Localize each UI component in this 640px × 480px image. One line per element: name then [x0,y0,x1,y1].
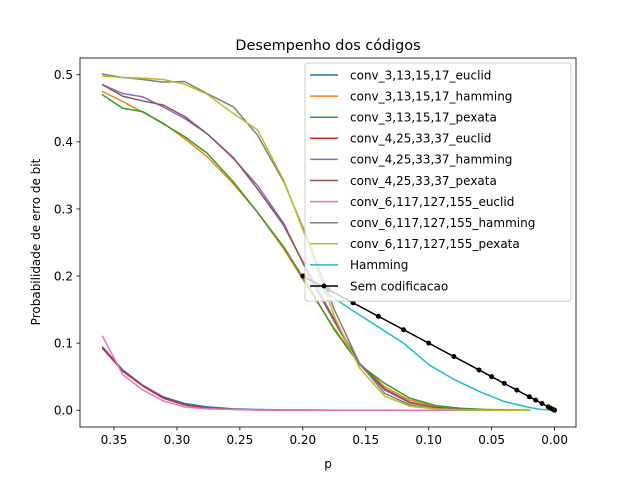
legend-label-10: Sem codificacao [350,279,448,293]
legend-label-4: conv_4,25,33,37_hamming [350,153,512,167]
series-point-10-9 [501,380,507,386]
legend-label-6: conv_6,117,127,155_euclid [350,195,514,209]
x-tick-label-6: 0.05 [478,433,505,447]
y-tick-label-1: 0.1 [54,336,73,350]
x-axis-label: p [324,457,332,471]
x-tick-label-5: 0.10 [415,433,442,447]
y-tick-label-2: 0.2 [54,269,73,283]
x-tick-label-1: 0.30 [164,433,191,447]
x-tick-label-0: 0.35 [101,433,128,447]
series-point-10-4 [401,327,407,333]
y-tick-label-0: 0.0 [54,404,73,418]
y-tick-label-3: 0.3 [54,202,73,216]
legend-label-7: conv_6,117,127,155_hamming [350,216,535,230]
x-tick-label-3: 0.20 [289,433,316,447]
legend-label-9: Hamming [350,258,408,272]
series-point-10-0 [300,273,306,279]
series-point-10-3 [375,313,381,319]
series-point-10-13 [539,401,545,407]
chart-title: Desempenho dos códigos [235,38,420,54]
legend-label-2: conv_3,13,15,17_pexata [350,111,497,125]
axes-layer: 0.35 0.30 0.25 0.20 0.15 0.10 0.05 0.00 0.0 0.1 0.… [54,57,577,447]
series-point-10-7 [476,367,482,373]
legend-box [304,62,572,302]
legend-label-5: conv_4,25,33,37_pexata [350,174,497,188]
y-tick-label-5: 0.5 [54,68,73,82]
series-point-10-17 [552,407,558,413]
x-tick-label-7: 0.00 [541,433,568,447]
series-point-10-5 [426,340,432,346]
series-point-10-10 [514,387,520,393]
y-axis-label: Probabilidade de erro de bit [29,158,43,325]
legend-marker-10 [321,283,327,289]
series-point-10-11 [526,394,532,400]
x-tick-label-4: 0.15 [352,433,379,447]
series-line-9 [301,275,556,412]
legend-label-0: conv_3,13,15,17_euclid [350,68,491,82]
legend-label-1: conv_3,13,15,17_hamming [350,89,512,103]
legend-label-8: conv_6,117,127,155_pexata [350,237,520,251]
y-tick-label-4: 0.4 [54,135,73,149]
series-point-10-2 [350,300,356,306]
legend-label-3: conv_4,25,33,37_euclid [350,132,491,146]
x-tick-label-2: 0.25 [227,433,254,447]
series-point-10-12 [533,397,539,403]
axes-frame [79,57,577,428]
legend: conv_3,13,15,17_euclid conv_3,13,15,17_ha… [304,62,572,302]
series-point-10-8 [489,374,495,380]
series-point-10-6 [451,354,457,360]
